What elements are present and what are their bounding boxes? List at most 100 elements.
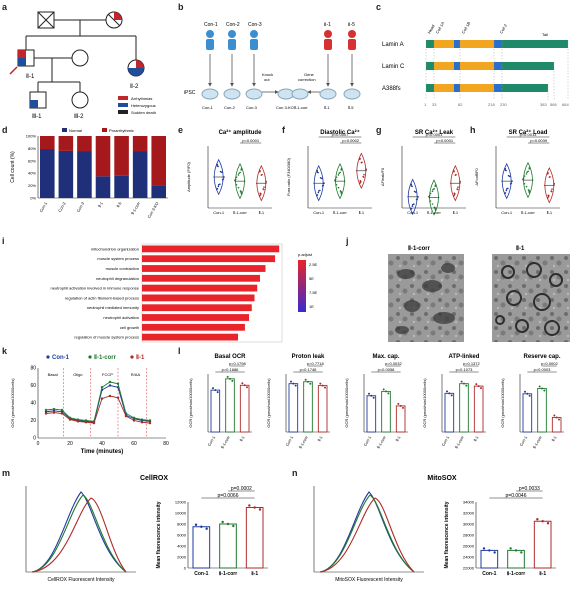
panel-label-k: k — [2, 346, 8, 356]
violin-point — [547, 196, 549, 199]
category-label: Con-1 — [206, 434, 216, 447]
violin-point — [527, 189, 530, 191]
y-axis-label: Fura ratio (F340/380) — [286, 157, 291, 195]
data-point — [493, 551, 496, 554]
lamin-c-bar — [426, 62, 554, 70]
bar — [317, 385, 328, 433]
violin-shape — [523, 161, 533, 199]
bar — [192, 526, 211, 569]
pedigree-label-III-2: Ⅲ-2 — [74, 114, 84, 120]
violin-point — [263, 186, 265, 188]
panel-label-l: l — [178, 346, 181, 356]
y-axis-label: Mean fluorescence intensity — [444, 501, 450, 568]
bar — [366, 395, 377, 433]
violin-point — [548, 176, 551, 178]
legend-label: Ⅱ-1 — [136, 354, 145, 361]
data-point — [232, 524, 235, 528]
histogram-curve — [31, 494, 127, 573]
y-axis-label: OCR (pmol/min/10000cells) — [422, 378, 427, 428]
data-point — [480, 387, 482, 390]
category-label: Ⅱ-1 — [539, 570, 546, 577]
violin-point — [335, 176, 338, 178]
svg-text:Arrhythmias: Arrhythmias — [131, 96, 152, 101]
violin-point — [363, 173, 365, 176]
data-point — [450, 394, 453, 397]
lamin-a-bar — [426, 40, 568, 48]
category-label: Ⅱ-1-corr — [220, 434, 232, 449]
ytick-label: 40 — [30, 401, 36, 407]
violin-point — [454, 174, 457, 176]
panel-label-b: b — [178, 2, 184, 12]
y-axis-label: ΔFleak/F0 — [380, 167, 385, 186]
series-line — [45, 395, 151, 424]
data-point — [526, 392, 529, 395]
bar-segment — [95, 136, 111, 177]
svg-text:1: 1 — [424, 102, 427, 107]
data-point — [465, 384, 468, 387]
chart-g-sr-leak: SR Ca²⁺ Leak ΔFleak/F0 Con-1 Ⅱ-1-corr Ⅱ-1 p<0… — [380, 129, 466, 216]
ytick-label: 60% — [28, 158, 36, 163]
data-point — [321, 384, 324, 387]
series-point — [60, 408, 64, 412]
violin-point — [317, 191, 320, 194]
series-point — [124, 414, 128, 418]
violin-point — [234, 179, 236, 182]
chart-d-cell-count: 0% 20% 40% 60% 80% 100% Cell count (%) Con-1 Con… — [10, 128, 168, 219]
violin-point — [217, 185, 220, 188]
data-point — [243, 384, 246, 387]
bar — [459, 383, 469, 433]
svg-text:Coil 1A: Coil 1A — [435, 21, 446, 35]
violin-point — [428, 194, 431, 197]
series-point — [44, 412, 48, 415]
chart-n-mitosox: MitoSOX MitoSOX Fluorescent Intensity 2200… — [313, 475, 556, 583]
data-point — [226, 522, 230, 526]
category-label: Ⅱ-1-corr — [521, 210, 535, 215]
category-label: Con-1 — [482, 571, 496, 577]
p-value: p=0.0033 — [519, 486, 540, 492]
category-label: Ⅱ-1 — [453, 210, 459, 215]
violin-point — [360, 161, 363, 164]
violin-point — [505, 169, 507, 172]
violin-point — [434, 208, 436, 210]
micrograph-II-1 — [492, 254, 570, 342]
category-label: Ⅱ-1-corr — [233, 210, 247, 215]
color-scale — [298, 260, 306, 312]
bar — [395, 405, 406, 433]
bar — [303, 381, 313, 433]
series-point — [132, 419, 136, 422]
y-axis-label: Amplitude (F/F0) — [186, 161, 191, 191]
data-point — [482, 547, 486, 550]
data-point — [382, 388, 385, 391]
violin-point — [340, 169, 343, 171]
ytick-label: 40% — [28, 171, 36, 176]
pedigree-label-II-2: Ⅱ-2 — [130, 84, 139, 90]
subplot-title: Reserve cap. — [523, 354, 560, 360]
y-axis-label: OCR (pmol/min/10000cells) — [188, 378, 193, 428]
violin-point — [457, 186, 459, 188]
violin-shape — [544, 167, 555, 204]
y-axis-label: OCR (pmol/min/10000cells) — [344, 378, 349, 428]
series-point — [148, 419, 152, 422]
data-point — [372, 396, 375, 399]
violin-point — [523, 175, 526, 177]
donor-label-con-2: Con-2 — [226, 22, 240, 28]
violin-shape — [313, 164, 324, 202]
ytick-label: 8000 — [177, 522, 187, 527]
legend-marker — [88, 355, 92, 359]
violin-point — [505, 188, 508, 190]
pedigree-legend: Arrhythmias Heterozygous Sudden death — [118, 96, 156, 115]
ytick-label: 6000 — [177, 533, 187, 538]
data-point — [448, 392, 451, 395]
series-point — [84, 421, 88, 424]
violin-point — [456, 188, 458, 190]
bar-segment — [40, 149, 55, 198]
ipsc-workflow-diagram: Con-1 Con-2 Con-3 Ⅱ-1 Ⅱ-5 Knock out Gene… — [184, 22, 361, 110]
series-point — [140, 421, 144, 424]
go-term-label: muscle system process — [97, 256, 139, 261]
p-value: p=0.1746 — [300, 367, 318, 372]
violin-point — [525, 185, 528, 188]
violin-point — [320, 177, 323, 180]
bar — [533, 520, 552, 569]
series-point — [76, 418, 80, 421]
bar-segment — [132, 136, 148, 152]
